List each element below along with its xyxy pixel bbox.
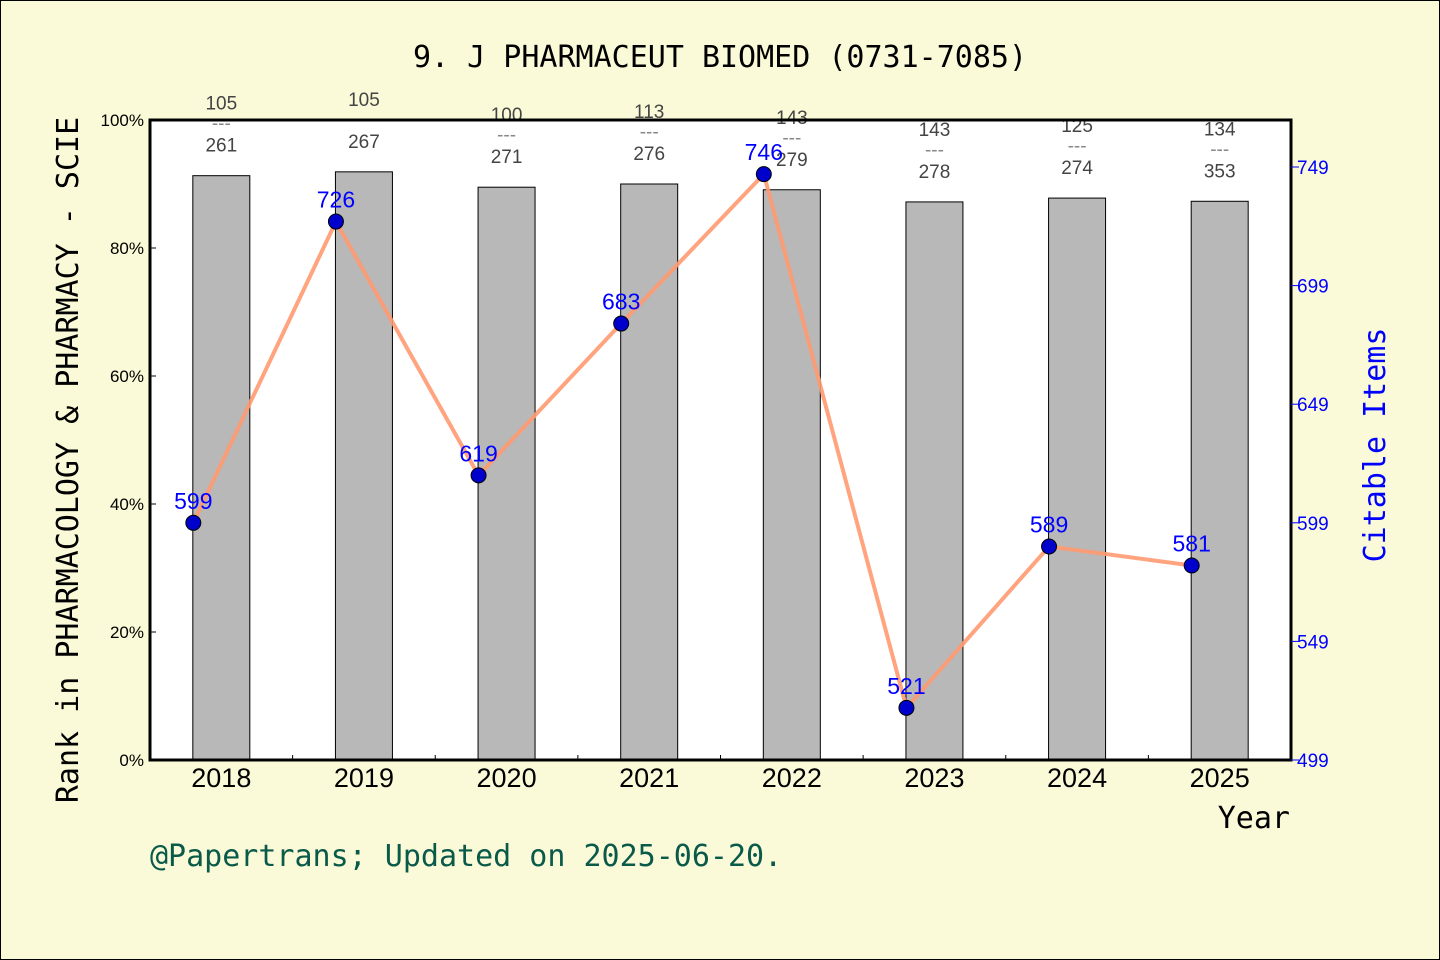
point-value-label: 589 xyxy=(1030,512,1068,538)
rank-label: 134 xyxy=(1204,119,1236,140)
bar-2024 xyxy=(1048,197,1107,761)
x-tick-label: 2023 xyxy=(904,763,964,793)
point-value-label: 726 xyxy=(317,187,355,213)
y2-tick-label: 649 xyxy=(1297,395,1329,416)
y-tick-label: 80% xyxy=(110,239,144,258)
total-label: 267 xyxy=(348,132,380,153)
bar-2019 xyxy=(334,171,393,761)
rank-separator: --- xyxy=(212,114,231,135)
x-tick-label: 2019 xyxy=(334,763,394,793)
rank-label: 143 xyxy=(776,108,808,129)
rank-separator: --- xyxy=(925,140,944,161)
rank-separator: --- xyxy=(1210,139,1229,160)
point-2022 xyxy=(755,166,772,183)
point-2025 xyxy=(1183,557,1200,574)
citable-items-line xyxy=(191,170,1192,712)
rank-label: 113 xyxy=(634,102,664,123)
total-label: 274 xyxy=(1061,158,1093,179)
x-tick-label: 2021 xyxy=(619,763,679,793)
y2-tick-label: 599 xyxy=(1297,514,1329,535)
footer-credit: @Papertrans; Updated on 2025-06-20. xyxy=(150,839,782,874)
point-2019 xyxy=(327,213,344,230)
y-tick-label: 100% xyxy=(101,111,144,130)
point-value-label: 599 xyxy=(174,488,212,514)
point-value-label: 619 xyxy=(459,440,497,466)
y-tick-label: 20% xyxy=(110,623,144,642)
y-tick-label: 60% xyxy=(110,367,144,386)
y-axis-label: Rank in PHARMACOLOGY & PHARMACY - SCIE xyxy=(51,117,86,803)
point-2024 xyxy=(1041,538,1058,555)
y2-tick-label: 699 xyxy=(1297,277,1329,298)
point-2023 xyxy=(898,699,915,716)
total-label: 279 xyxy=(776,150,808,171)
x-tick-label: 2018 xyxy=(191,763,251,793)
x-tick-label: 2024 xyxy=(1047,763,1107,793)
point-value-label: 746 xyxy=(745,139,783,165)
rank-separator: --- xyxy=(1068,136,1087,157)
rank-separator: --- xyxy=(497,125,516,146)
total-label: 353 xyxy=(1204,161,1236,182)
point-2021 xyxy=(613,315,630,332)
y2-tick-label: 499 xyxy=(1297,751,1329,772)
rank-label: 143 xyxy=(919,120,951,141)
x-tick-label: 2025 xyxy=(1190,763,1250,793)
point-value-label: 683 xyxy=(602,289,640,315)
bar-2023 xyxy=(905,201,964,761)
x-axis-label: Year xyxy=(1218,801,1290,836)
total-label: 261 xyxy=(205,136,237,157)
y-tick-label: 0% xyxy=(119,751,144,770)
y2-axis-label: Citable Items xyxy=(1358,328,1393,563)
rank-label: 100 xyxy=(491,105,523,126)
rank-label: 105 xyxy=(205,94,237,115)
point-value-label: 521 xyxy=(887,673,925,699)
bar-2025 xyxy=(1190,200,1249,761)
rank-separator: --- xyxy=(782,128,801,149)
plot-area xyxy=(150,120,1291,760)
rank-label: 105 xyxy=(348,90,380,111)
chart-title: 9. J PHARMACEUT BIOMED (0731-7085) xyxy=(413,40,1027,75)
point-value-label: 581 xyxy=(1173,530,1211,556)
y-tick-label: 40% xyxy=(110,495,144,514)
point-2020 xyxy=(470,467,487,484)
total-label: 278 xyxy=(919,162,951,183)
rank-separator: --- xyxy=(640,122,659,143)
bar-2021 xyxy=(620,183,679,761)
y2-tick-label: 549 xyxy=(1297,632,1329,653)
point-2018 xyxy=(185,514,202,531)
total-label: 276 xyxy=(633,144,665,165)
y2-tick-label: 749 xyxy=(1297,158,1329,179)
x-tick-label: 2022 xyxy=(762,763,822,793)
x-tick-label: 2020 xyxy=(477,763,537,793)
total-label: 271 xyxy=(491,147,523,168)
bar-2020 xyxy=(477,186,536,761)
